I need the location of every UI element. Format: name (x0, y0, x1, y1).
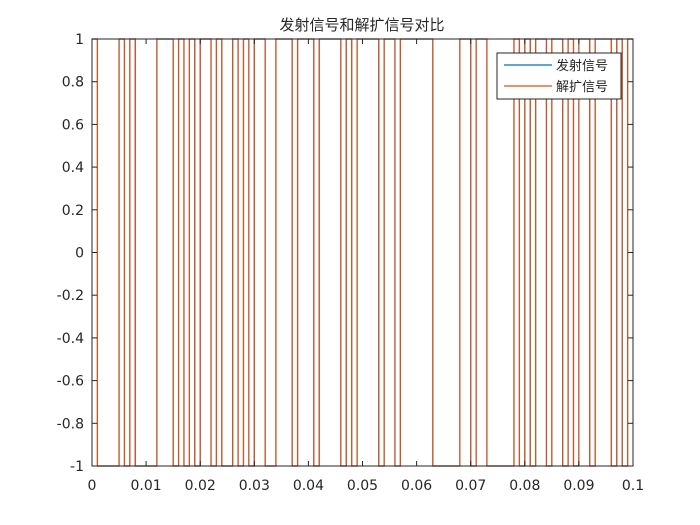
legend-box (496, 52, 622, 100)
y-tick-label: -0.2 (57, 288, 84, 304)
legend-label-transmit: 发射信号 (556, 58, 608, 74)
y-tick-label: 0.6 (62, 117, 84, 133)
x-tick-label: 0.01 (131, 478, 162, 494)
x-tick-label: 0.02 (185, 478, 216, 494)
x-tick-label: 0.07 (455, 478, 486, 494)
y-tick-label: 0.2 (62, 203, 84, 219)
x-tick-label: 0.06 (401, 478, 432, 494)
x-tick-label: 0.09 (563, 478, 594, 494)
x-axis-ticks: 0 0.01 0.02 0.03 0.04 0.05 0.06 0.07 0.08 0.09 0.1 (88, 39, 644, 494)
plot-area (92, 39, 633, 466)
x-tick-label: 0.03 (239, 478, 270, 494)
legend-label-despread: 解扩信号 (556, 80, 608, 95)
y-axis-ticks: 1 0.8 0.6 0.4 0.2 0 -0.2 -0.4 -0.6 -0.8 -1 (57, 32, 633, 475)
y-tick-label: -0.8 (57, 416, 84, 432)
y-tick-label: 0.4 (62, 160, 84, 176)
x-tick-label: 0.05 (347, 478, 378, 494)
x-tick-label: 0 (88, 478, 97, 494)
x-tick-label: 0.08 (509, 478, 540, 494)
y-tick-label: -0.4 (57, 331, 84, 347)
y-tick-label: 1 (75, 32, 84, 48)
y-tick-label: 0 (75, 246, 84, 262)
y-tick-label: -0.6 (57, 374, 84, 390)
x-tick-label: 0.1 (622, 478, 644, 494)
chart-title: 发射信号和解扩信号对比 (279, 16, 444, 34)
x-tick-label: 0.04 (293, 478, 324, 494)
y-tick-label: -1 (70, 459, 84, 475)
y-tick-label: 0.8 (62, 75, 84, 91)
legend[interactable]: 发射信号 解扩信号 (496, 52, 622, 100)
